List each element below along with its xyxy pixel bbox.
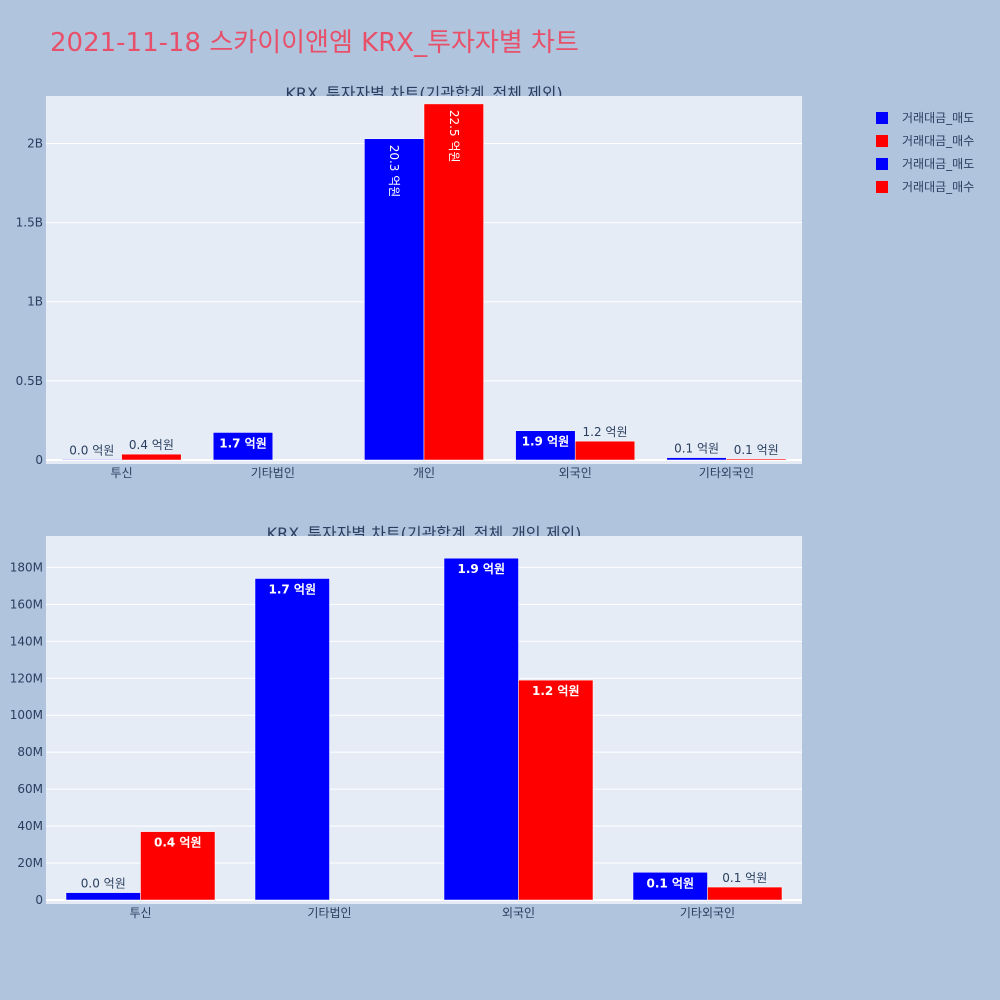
bar — [423, 103, 484, 461]
x-tick-label: 투신 — [129, 906, 151, 920]
legend-item[interactable]: 거래대금_매수 — [876, 129, 974, 152]
bar-value-label: 1.9 억원 — [522, 435, 570, 449]
bar — [61, 459, 122, 461]
bar-value-label: 0.1 억원 — [734, 443, 779, 457]
x-tick-label: 기타외국인 — [680, 906, 735, 920]
legend-swatch — [876, 157, 888, 170]
y-tick-label: 140M — [10, 634, 43, 648]
bar-value-label: 1.7 억원 — [268, 582, 316, 596]
y-tick-label: 60M — [17, 782, 43, 796]
bar-value-label: 1.2 억원 — [532, 684, 580, 698]
y-tick-label: 180M — [10, 560, 43, 574]
x-tick-label: 기타외국인 — [699, 466, 754, 480]
y-tick-label: 0 — [35, 453, 43, 467]
bar — [140, 831, 216, 901]
legend-item[interactable]: 거래대금_매도 — [876, 152, 974, 175]
bar — [707, 886, 783, 901]
bar-value-label: 0.1 억원 — [674, 442, 719, 456]
bar-value-label: 0.0 억원 — [69, 443, 114, 457]
legend-swatch — [876, 134, 888, 147]
legend-swatch — [876, 111, 888, 124]
bar — [364, 138, 425, 461]
legend-label: 거래대금_매도 — [902, 157, 975, 171]
y-tick-label: 160M — [10, 597, 43, 611]
y-tick-label: 1.5B — [16, 216, 43, 230]
bar-value-label: 1.9 억원 — [457, 562, 505, 576]
bar — [726, 458, 787, 461]
bar — [515, 430, 576, 461]
bar — [518, 679, 594, 901]
legend: 거래대금_매도 거래대금_매수 거래대금_매도 거래대금_매수 — [876, 106, 974, 198]
y-tick-label: 0.5B — [16, 374, 43, 388]
y-tick-label: 40M — [17, 819, 43, 833]
y-tick-label: 120M — [10, 671, 43, 685]
legend-label: 거래대금_매수 — [902, 134, 975, 148]
legend-swatch — [876, 180, 888, 193]
bar — [65, 892, 141, 901]
y-tick-label: 0 — [35, 893, 43, 907]
bar-value-label: 20.3 억원 — [387, 145, 401, 198]
bar-value-label: 1.2 억원 — [583, 425, 628, 439]
bar-value-label: 0.1 억원 — [722, 871, 767, 885]
legend-item[interactable]: 거래대금_매수 — [876, 175, 974, 198]
bar-value-label: 0.4 억원 — [129, 438, 174, 452]
page-title: 2021-11-18 스카이이앤엠 KRX_투자자별 차트 — [50, 28, 579, 58]
x-tick-label: 기타법인 — [251, 466, 295, 480]
y-tick-label: 80M — [17, 745, 43, 759]
bar-value-label: 0.0 억원 — [81, 877, 126, 891]
y-tick-label: 2B — [27, 136, 43, 150]
x-tick-label: 외국인 — [502, 906, 535, 920]
bar — [443, 557, 519, 901]
bar — [666, 457, 727, 461]
x-tick-label: 개인 — [413, 466, 435, 480]
x-tick-label: 외국인 — [559, 466, 592, 480]
x-tick-label: 기타법인 — [307, 906, 351, 920]
legend-label: 거래대금_매도 — [902, 111, 975, 125]
y-tick-label: 1B — [27, 295, 43, 309]
y-tick-label: 100M — [10, 708, 43, 722]
bar-value-label: 1.7 억원 — [219, 436, 267, 450]
bar — [254, 578, 330, 901]
bar-value-label: 22.5 억원 — [447, 110, 461, 163]
bar — [574, 440, 636, 461]
legend-label: 거래대금_매수 — [902, 180, 975, 194]
bar — [121, 453, 182, 461]
bar — [212, 432, 274, 461]
bar-value-label: 0.4 억원 — [154, 836, 202, 850]
legend-item[interactable]: 거래대금_매도 — [876, 106, 974, 129]
x-tick-label: 투신 — [111, 466, 133, 480]
bar — [632, 872, 708, 901]
y-tick-label: 20M — [17, 856, 43, 870]
bar-value-label: 0.1 억원 — [646, 876, 694, 890]
